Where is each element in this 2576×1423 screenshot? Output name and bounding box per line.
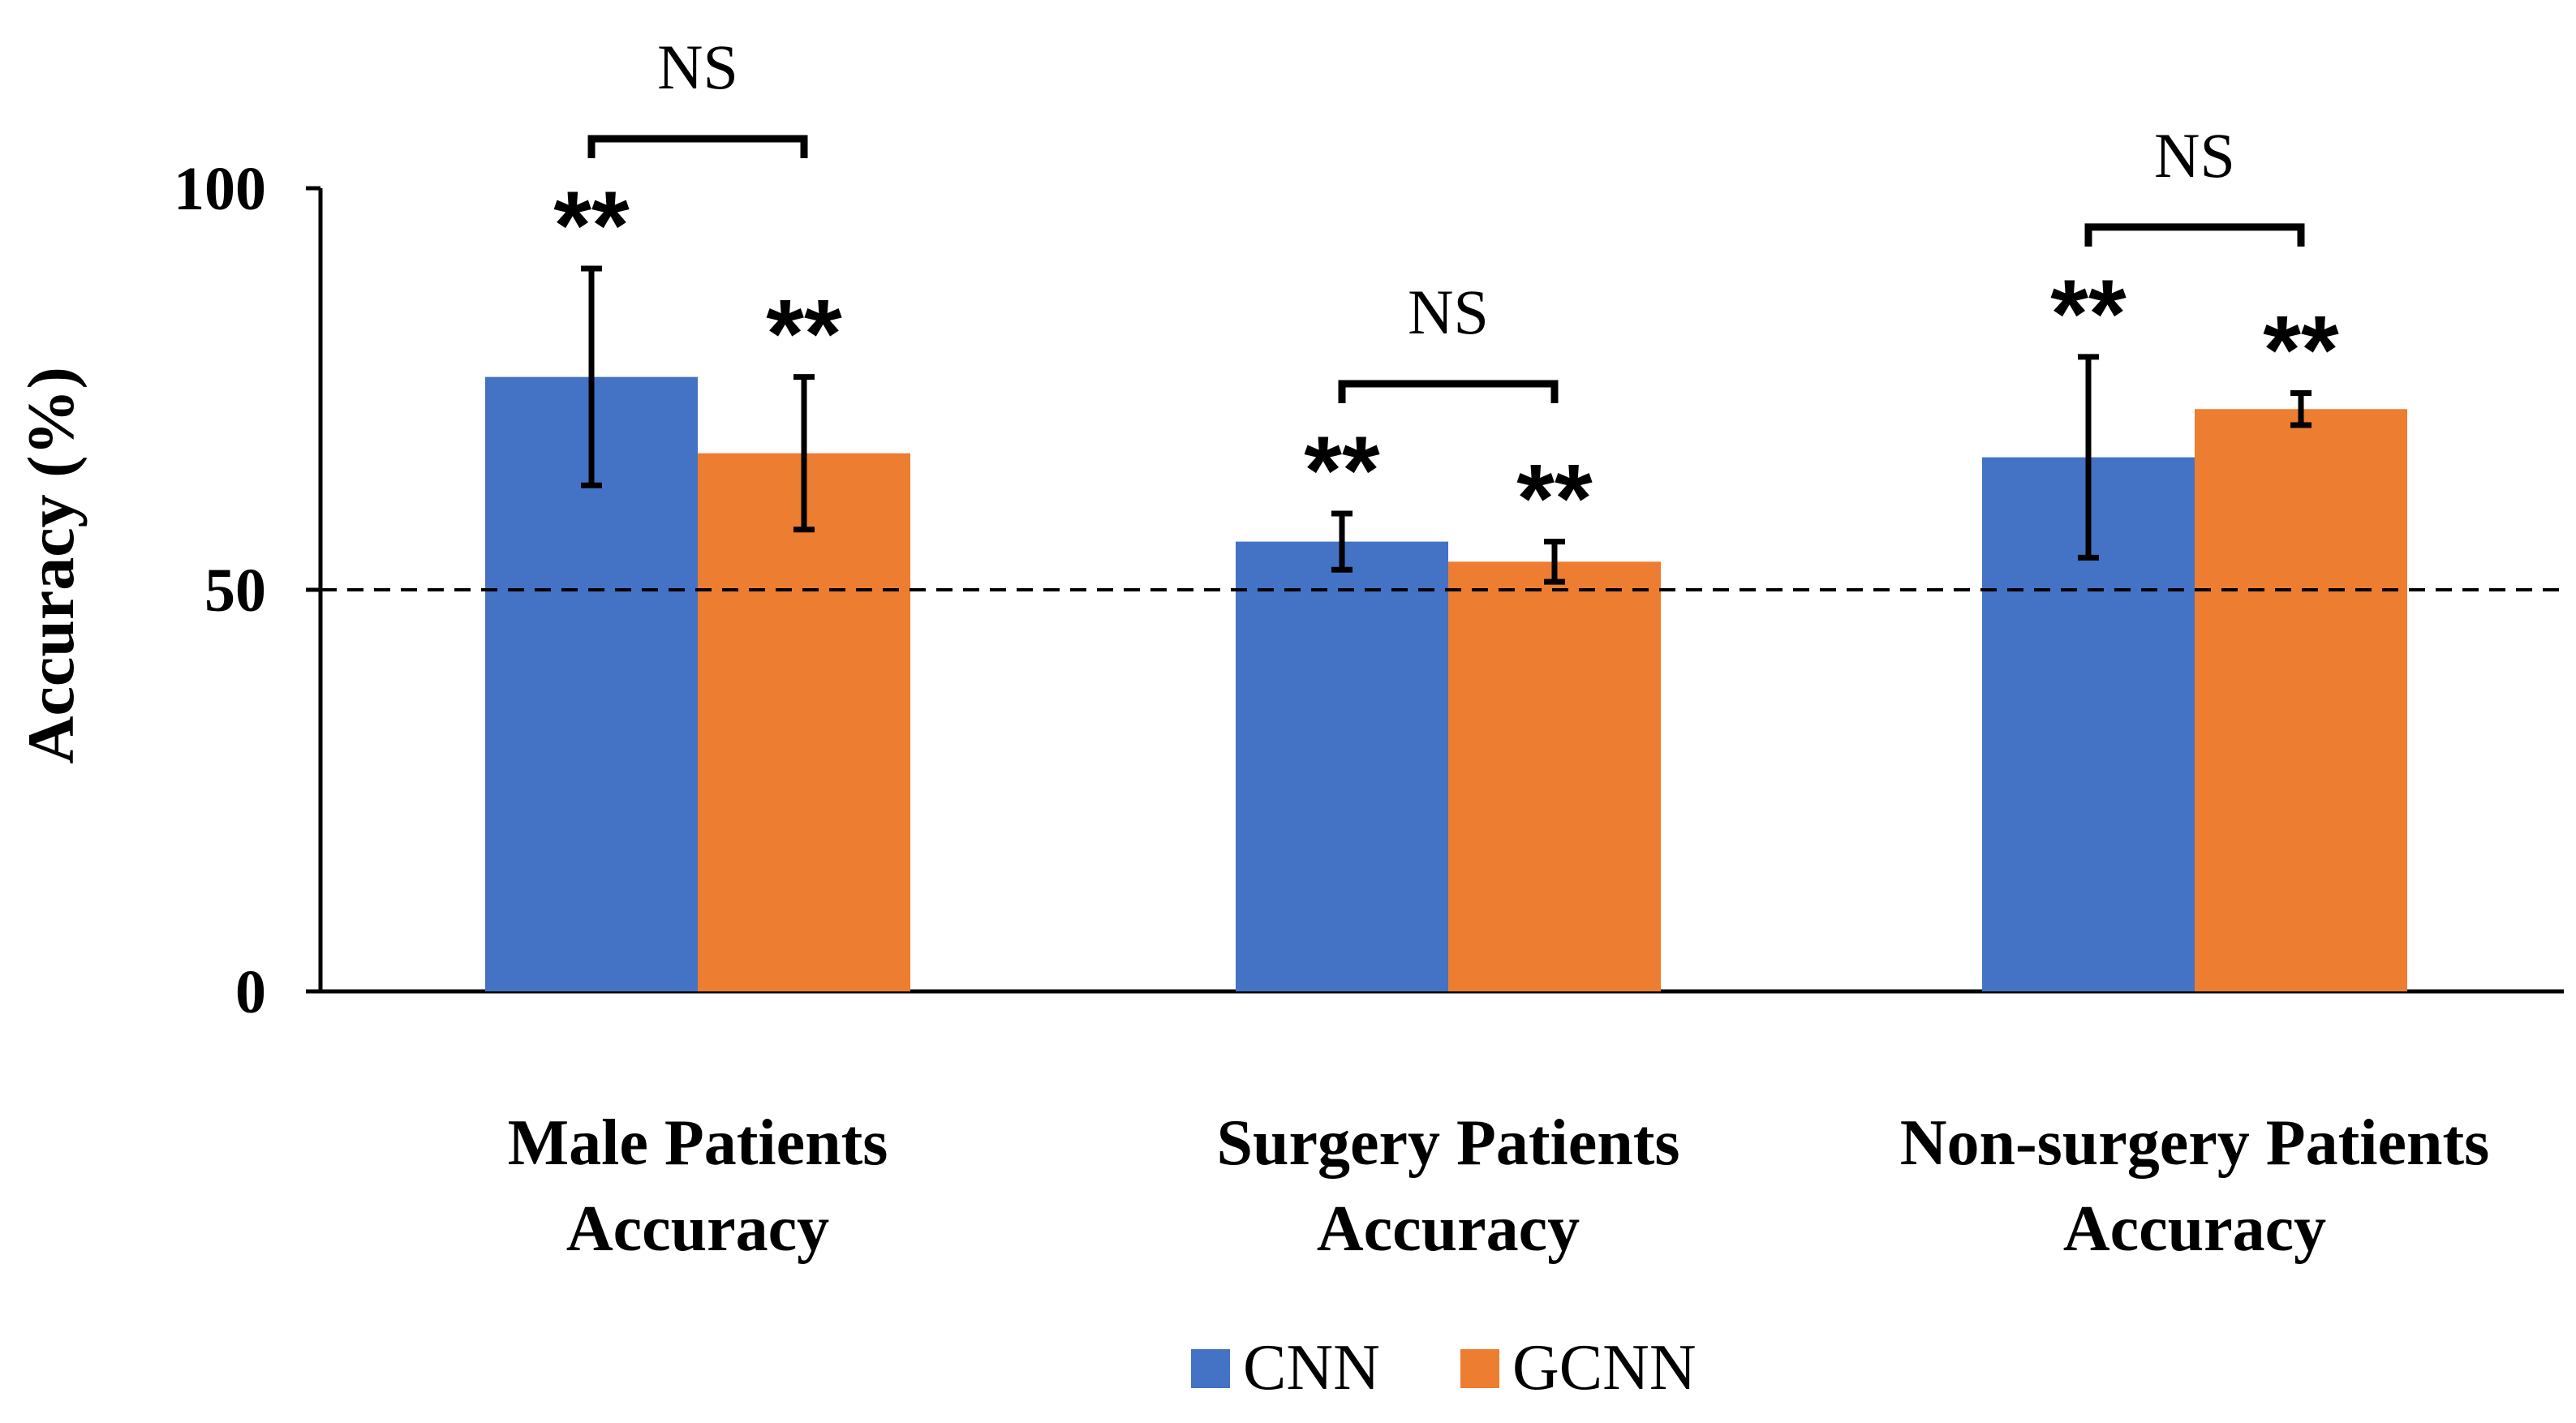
significance-label: ** — [1304, 416, 1380, 525]
y-axis-title: Accuracy (%) — [14, 367, 88, 764]
y-tick-label: 0 — [235, 958, 266, 1026]
bar-gcnn — [1448, 561, 1661, 991]
significance-label: ** — [1516, 445, 1593, 553]
bar-gcnn — [698, 453, 910, 991]
bar-gcnn — [2195, 409, 2407, 991]
legend-label-gcnn: GCNN — [1512, 1332, 1697, 1404]
x-category-label: Non-surgery Patients Accuracy — [1900, 1107, 2490, 1265]
x-category-label: Surgery Patients Accuracy — [1216, 1107, 1679, 1265]
y-tick-label: 50 — [204, 557, 266, 625]
legend-swatch-cnn — [1191, 1349, 1230, 1388]
significance-label: ** — [766, 280, 842, 389]
x-category-label-line: Surgery Patients — [1216, 1107, 1679, 1179]
x-category-label-line: Non-surgery Patients — [1900, 1107, 2490, 1179]
bar-cnn — [1236, 541, 1448, 991]
legend-label-cnn: CNN — [1243, 1332, 1380, 1404]
legend: CNN GCNN — [1191, 1332, 1697, 1404]
x-category-label-line: Accuracy — [2063, 1193, 2326, 1265]
x-category-label: Male Patients Accuracy — [508, 1107, 888, 1265]
legend-swatch-gcnn — [1460, 1349, 1499, 1388]
comparison-label: NS — [2154, 120, 2235, 191]
y-tick-label: 100 — [174, 155, 266, 223]
x-category-label-line: Male Patients — [508, 1107, 888, 1179]
significance-label: ** — [553, 171, 630, 280]
comparison-bracket — [2084, 223, 2305, 247]
comparison-bracket — [587, 135, 808, 158]
x-category-label-line: Accuracy — [1317, 1193, 1580, 1265]
comparison-label: NS — [1408, 277, 1489, 347]
significance-label: ** — [2050, 260, 2127, 368]
significance-label: ** — [2263, 295, 2339, 404]
annotation-layer: ** ** ** ** ** ** NS NS NS — [320, 32, 2564, 591]
comparison-label: NS — [657, 32, 738, 102]
comparison-bracket — [1338, 380, 1559, 403]
bars-layer — [485, 376, 2407, 991]
x-category-label-line: Accuracy — [566, 1193, 829, 1265]
